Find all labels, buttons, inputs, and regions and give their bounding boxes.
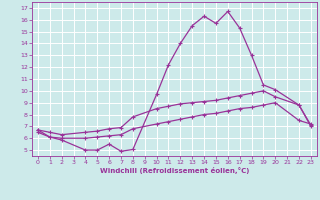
- X-axis label: Windchill (Refroidissement éolien,°C): Windchill (Refroidissement éolien,°C): [100, 167, 249, 174]
